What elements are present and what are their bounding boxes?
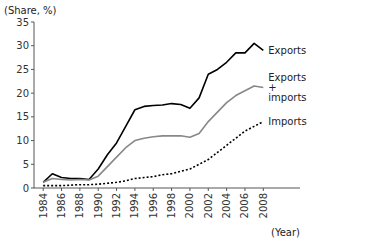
y-tick-label: 15 [16,111,29,122]
x-tick [153,188,154,191]
x-tick-label: 2000 [184,193,195,218]
y-axis-line [34,22,35,188]
x-tick [134,188,135,191]
x-tick [79,188,80,191]
y-tick [31,69,34,70]
y-axis-label: (Share, %) [4,5,57,16]
y-tick-label: 5 [23,159,29,170]
chart: 0 5 10 15 20 25 30 35 1984 1986 1988 1990 1992 1994 19… [0,0,384,242]
series-line [43,122,263,186]
x-axis-line [34,188,300,189]
y-tick [31,116,34,117]
x-tick [61,188,62,191]
y-tick-label: 35 [16,17,29,28]
series-label: Imports [268,116,306,127]
x-tick [263,188,264,191]
y-tick-label: 20 [16,88,29,99]
y-tick-label: 30 [16,40,29,51]
series-label: Exports+imports [268,72,306,103]
y-tick [31,164,34,165]
x-tick-label: 2004 [221,193,232,218]
x-tick [43,188,44,191]
y-tick [31,188,34,189]
x-tick-label: 1992 [111,193,122,218]
series-line [43,43,263,182]
series-line [43,86,263,182]
y-tick [31,22,34,23]
plot-area [43,43,263,185]
x-tick-label: 2002 [203,193,214,218]
y-tick [31,140,34,141]
x-tick-label: 1998 [166,193,177,218]
x-tick-label: 2006 [239,193,250,218]
x-tick-label: 1988 [74,193,85,218]
x-tick [226,188,227,191]
y-tick [31,45,34,46]
y-tick [31,93,34,94]
y-tick-label: 25 [16,64,29,75]
x-tick-label: 2008 [258,193,269,218]
y-tick-label: 0 [23,183,29,194]
x-tick [208,188,209,191]
y-tick-label: 10 [16,135,29,146]
x-tick-label: 1986 [56,193,67,218]
x-tick-label: 1984 [38,193,49,218]
x-tick-label: 1990 [93,193,104,218]
x-tick [98,188,99,191]
x-tick [171,188,172,191]
x-tick-label: 1996 [148,193,159,218]
series-label: Exports [268,45,306,56]
x-tick [189,188,190,191]
x-tick [116,188,117,191]
x-tick [244,188,245,191]
x-axis-label: (Year) [271,227,300,238]
x-tick-label: 1994 [129,193,140,218]
